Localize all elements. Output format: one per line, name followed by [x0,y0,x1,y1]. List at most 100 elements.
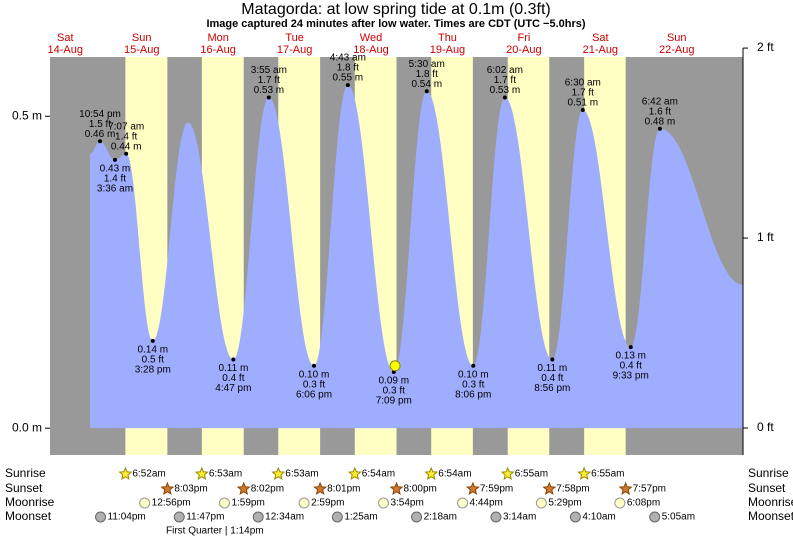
extreme-label: 4:47 pm [215,383,251,394]
moon-phase: First Quarter | 1:14pm [166,526,264,537]
extreme-dot [580,108,585,113]
extreme-label: 0.4 ft [541,373,563,384]
extreme-dot [345,83,350,88]
moonrise-time: 2:59pm [311,498,344,509]
extreme-label: 7:07 am [108,121,144,132]
sunrise-icon [424,466,439,480]
row-label: Moonrise [748,495,793,509]
sunset-icon [542,481,557,495]
extreme-label: 0.44 m [111,141,142,152]
moonset-time: 1:25am [344,512,377,523]
day-name: Sun [667,32,687,44]
moonset-time: 11:47pm [186,512,224,523]
extreme-dot [150,338,155,343]
extreme-label: 6:30 am [565,78,601,89]
moonrise-icon [535,497,547,509]
extreme-label: 0.13 m [615,351,646,362]
sunrise-time: 6:55am [591,469,624,480]
extreme-dot [424,89,429,94]
sunrise-icon [500,466,515,480]
extreme-label: 7:09 pm [376,396,412,407]
sunrise-icon [347,466,362,480]
sunset-time: 7:57pm [633,484,666,495]
moonrise-icon [614,497,626,509]
extreme-dot [124,151,129,156]
extreme-label: 0.5 ft [142,354,164,365]
day-date: 19-Aug [430,44,465,56]
sunrise-time: 6:54am [438,469,471,480]
sunset-time: 8:01pm [327,484,360,495]
moonrise-icon [298,497,310,509]
extreme-label: 0.46 m [85,129,116,140]
day-name: Thu [438,32,457,44]
moonset-icon [331,511,343,523]
sunset-icon [389,481,404,495]
moonrise-time: 3:54pm [390,498,423,509]
y-tick-label: 0.0 m [12,420,42,434]
sunset-time: 8:03pm [174,484,207,495]
day-date: 16-Aug [200,44,235,56]
extreme-label: 6:42 am [642,96,678,107]
extreme-dot [657,126,662,131]
day-date: 18-Aug [353,44,388,56]
chart-subtitle: Image captured 24 minutes after low wate… [206,18,585,30]
extreme-label: 0.48 m [645,116,676,127]
sunrise-icon [577,466,592,480]
extreme-dot [471,363,476,368]
extreme-label: 0.10 m [458,369,489,380]
day-name: Sat [57,32,74,44]
extreme-label: 0.14 m [137,344,168,355]
extreme-dot [112,157,117,162]
extreme-label: 1.8 ft [416,69,438,80]
extreme-label: 6:06 pm [296,389,332,400]
y2-tick-label: 0 ft [757,420,774,434]
extreme-label: 0.51 m [568,98,599,109]
moonset-icon [95,511,107,523]
extreme-label: 1.8 ft [337,63,359,74]
moonset-icon [173,511,185,523]
moonset-icon [252,511,264,523]
sunset-icon [160,481,175,495]
moonset-icon [569,511,581,523]
sunset-time: 8:00pm [404,484,437,495]
row-label: Sunrise [5,466,46,480]
extreme-label: 1.4 ft [104,174,126,185]
moonset-time: 2:18am [424,512,457,523]
moonset-time: 3:14am [503,512,536,523]
row-label: Sunset [748,481,786,495]
sunset-time: 7:59pm [480,484,513,495]
extreme-dot [266,95,271,100]
y-tick-label: 0.5 m [12,108,42,122]
sunrise-time: 6:53am [209,469,242,480]
sunrise-time: 6:55am [515,469,548,480]
day-name: Wed [360,32,382,44]
day-date: 20-Aug [506,44,541,56]
extreme-dot [628,345,633,350]
row-label: Moonset [5,509,52,523]
extreme-label: 8:56 pm [534,383,570,394]
extreme-label: 0.54 m [411,79,442,90]
extreme-label: 0.53 m [254,85,285,96]
extreme-dot [502,95,507,100]
extreme-dot [550,357,555,362]
moonrise-icon [457,497,469,509]
day-date: 15-Aug [124,44,159,56]
sunrise-time: 6:52am [132,469,165,480]
sunrise-time: 6:53am [285,469,318,480]
row-label: Moonset [748,509,793,523]
sunrise-icon [194,466,209,480]
sunrise-time: 6:54am [362,469,395,480]
day-date: 17-Aug [277,44,312,56]
extreme-label: 1.5 ft [89,119,111,130]
extreme-label: 0.4 ft [620,361,642,372]
moonset-icon [490,511,502,523]
extreme-dot [231,357,236,362]
extreme-label: 0.43 m [100,164,131,175]
day-name: Tue [285,32,304,44]
extreme-label: 6:02 am [487,65,523,76]
moonrise-time: 4:44pm [470,498,503,509]
moonrise-time: 6:08pm [627,498,660,509]
row-label: Sunset [5,481,43,495]
moonrise-time: 5:29pm [548,498,581,509]
